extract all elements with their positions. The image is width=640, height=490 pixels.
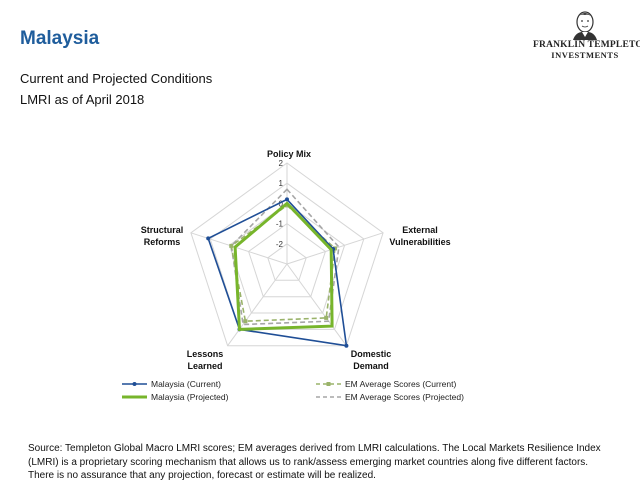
footnote: Source: Templeton Global Macro LMRI scor… <box>28 443 601 481</box>
brand-name: FRANKLIN TEMPLETON <box>533 40 640 50</box>
subtitle-line-2: LMRI as of April 2018 <box>20 92 145 107</box>
legend-label: Malaysia (Projected) <box>151 392 229 402</box>
data-point <box>324 315 329 320</box>
legend-label: EM Average Scores (Projected) <box>345 392 464 402</box>
grid-ring <box>248 222 326 298</box>
axis-label: Vulnerabilities <box>389 237 450 247</box>
legend-item: EM Average Scores (Current) <box>316 379 456 389</box>
axis-label: Reforms <box>144 237 181 247</box>
axis-label: Domestic <box>351 349 392 359</box>
axis-label: Learned <box>187 361 222 371</box>
legend-label: Malaysia (Current) <box>151 379 221 389</box>
series-line <box>233 201 334 331</box>
legend-label: EM Average Scores (Current) <box>345 379 456 389</box>
tick-label: 1 <box>279 179 284 188</box>
grid-ring <box>267 243 307 281</box>
chart-subtitle: Current and Projected Conditions LMRI as… <box>20 68 212 110</box>
brand-sub: INVESTMENTS <box>551 50 619 60</box>
axis-label: Demand <box>353 361 389 371</box>
series-em-average-scores-current <box>229 203 337 324</box>
axis-label: External <box>402 225 438 235</box>
data-point <box>229 243 234 248</box>
data-point <box>285 197 289 202</box>
axis-label: Policy Mix <box>267 149 311 159</box>
legend-item: EM Average Scores (Projected) <box>316 392 464 402</box>
tick-label: 0 <box>279 199 284 208</box>
subtitle-line-1: Current and Projected Conditions <box>20 71 213 86</box>
page-title: Malaysia <box>20 28 100 49</box>
data-point <box>206 236 211 241</box>
brand-logo: FRANKLIN TEMPLETON INVESTMENTS <box>533 10 640 64</box>
legend-marker <box>132 382 137 386</box>
legend-marker <box>326 382 331 386</box>
radar-chart: 2 1 0 -1 -2 Policy Mix External Vulnerabilities… <box>122 149 464 402</box>
tick-label: -2 <box>276 240 284 249</box>
axis-label: Lessons <box>187 349 224 359</box>
axis-label: Structural <box>141 225 184 235</box>
grid-ring <box>209 182 365 330</box>
data-point <box>243 319 248 324</box>
data-point <box>344 343 349 348</box>
series-em-average-scores-projected <box>230 188 340 326</box>
grid-spoke <box>286 263 347 346</box>
series-line <box>230 204 336 323</box>
grid-spoke <box>227 263 288 346</box>
series-malaysia-projected <box>233 201 334 331</box>
grid-ring <box>190 162 384 347</box>
tick-label: 2 <box>279 159 284 168</box>
legend-item: Malaysia (Current) <box>122 379 221 389</box>
series-line <box>230 188 340 326</box>
tick-label: -1 <box>276 220 284 229</box>
legend-item: Malaysia (Projected) <box>122 392 229 402</box>
series-line <box>207 198 348 347</box>
portrait-logo-icon <box>573 11 597 40</box>
